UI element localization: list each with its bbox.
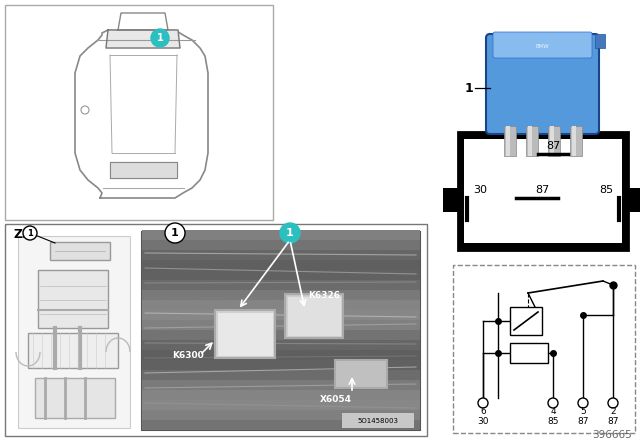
- Text: 30: 30: [477, 417, 489, 426]
- Bar: [628, 188, 640, 212]
- Text: 4: 4: [550, 408, 556, 417]
- Text: 1: 1: [464, 82, 473, 95]
- Bar: [142, 420, 420, 430]
- Circle shape: [81, 106, 89, 114]
- Bar: [570, 126, 582, 156]
- Text: 87: 87: [535, 185, 549, 195]
- Circle shape: [151, 29, 169, 47]
- Text: 30: 30: [473, 185, 487, 195]
- Circle shape: [608, 398, 618, 408]
- Bar: [595, 34, 605, 48]
- Text: 87: 87: [607, 417, 619, 426]
- Circle shape: [578, 398, 588, 408]
- Bar: [443, 188, 458, 212]
- Bar: [342, 413, 414, 428]
- Text: 5O1458003: 5O1458003: [358, 418, 399, 424]
- Bar: [142, 330, 420, 340]
- Polygon shape: [75, 30, 208, 198]
- Bar: [142, 360, 420, 370]
- Bar: [142, 270, 420, 280]
- Bar: [287, 296, 341, 336]
- Text: 85: 85: [547, 417, 559, 426]
- Bar: [142, 300, 420, 310]
- FancyBboxPatch shape: [486, 34, 599, 134]
- Text: K6300: K6300: [172, 352, 204, 361]
- Text: 87: 87: [546, 141, 560, 151]
- Bar: [142, 240, 420, 250]
- Text: 1: 1: [157, 33, 163, 43]
- Bar: [458, 132, 628, 250]
- Bar: [142, 410, 420, 420]
- Text: BMW: BMW: [535, 43, 549, 48]
- Bar: [504, 126, 516, 156]
- Bar: [142, 260, 420, 270]
- Bar: [142, 340, 420, 350]
- Circle shape: [478, 398, 488, 408]
- Bar: [142, 350, 420, 360]
- Bar: [142, 280, 420, 290]
- Text: K6326: K6326: [308, 292, 340, 301]
- Circle shape: [23, 226, 37, 240]
- Circle shape: [280, 223, 300, 243]
- Bar: [142, 230, 420, 240]
- Bar: [142, 390, 420, 400]
- Circle shape: [548, 398, 558, 408]
- Bar: [453, 265, 635, 433]
- Polygon shape: [110, 55, 177, 153]
- Bar: [142, 400, 420, 410]
- Bar: [18, 236, 130, 428]
- Text: 1: 1: [27, 228, 33, 237]
- Bar: [142, 232, 420, 430]
- Bar: [215, 310, 275, 358]
- Text: 1: 1: [286, 228, 294, 238]
- Text: 5: 5: [580, 408, 586, 417]
- Polygon shape: [110, 162, 177, 178]
- Bar: [528, 126, 532, 156]
- Bar: [506, 126, 510, 156]
- Bar: [142, 310, 420, 320]
- Bar: [142, 320, 420, 330]
- Text: 1: 1: [171, 228, 179, 238]
- Bar: [548, 126, 560, 156]
- Bar: [50, 242, 110, 260]
- Bar: [5, 224, 427, 436]
- Text: 2: 2: [610, 408, 616, 417]
- Bar: [510, 307, 542, 335]
- Bar: [35, 378, 115, 418]
- Bar: [335, 360, 387, 388]
- Text: Z3: Z3: [14, 228, 32, 241]
- Circle shape: [165, 223, 185, 243]
- Bar: [142, 290, 420, 300]
- Bar: [142, 370, 420, 380]
- Text: 6: 6: [480, 408, 486, 417]
- Bar: [464, 139, 622, 243]
- Text: X6054: X6054: [320, 396, 352, 405]
- Bar: [526, 126, 538, 156]
- Text: 85: 85: [599, 185, 613, 195]
- Polygon shape: [106, 30, 180, 48]
- Polygon shape: [118, 13, 168, 30]
- Text: 396665: 396665: [592, 430, 632, 440]
- Bar: [28, 333, 118, 368]
- Bar: [285, 294, 343, 338]
- Bar: [572, 126, 576, 156]
- Bar: [38, 270, 108, 328]
- Bar: [550, 126, 554, 156]
- Bar: [142, 250, 420, 260]
- FancyBboxPatch shape: [493, 32, 592, 58]
- Bar: [510, 343, 548, 363]
- Bar: [5, 5, 273, 220]
- Bar: [142, 380, 420, 390]
- Bar: [217, 312, 273, 356]
- Text: 87: 87: [577, 417, 589, 426]
